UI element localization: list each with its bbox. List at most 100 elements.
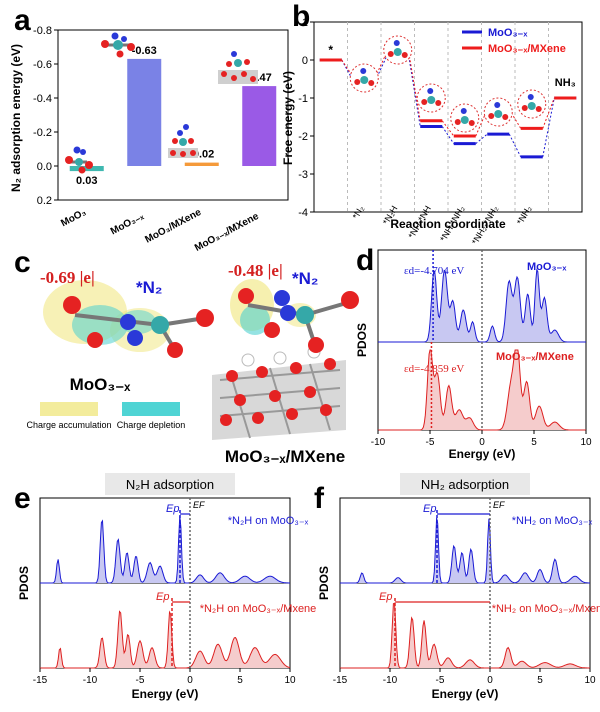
panel-d: d PDOS -10 -5 0 5 10 Energy (eV) MoO₃₋ₓ MoO₃… — [355, 244, 592, 461]
panel-a-bar — [127, 58, 162, 166]
panel-d-ylabel: PDOS — [355, 323, 369, 357]
xtick-label: -10 — [83, 675, 98, 686]
charge-label-left: -0.69 |e| — [40, 268, 95, 287]
panel-b-connector — [542, 97, 555, 129]
panel-d-label-bottom: MoO₃₋ₓ/MXene — [496, 351, 574, 363]
molecule-moo3x-mxene-icon — [218, 51, 258, 84]
dos-area — [40, 611, 290, 668]
panel-b-xlabel: Reaction coordinate — [390, 217, 506, 231]
panel-f-label-bottom: *NH₂ on MoO₃₋ₓ/Mxene — [492, 603, 600, 615]
atom-n — [393, 40, 400, 46]
xtick-label: 0 — [479, 437, 485, 448]
panel-e-title-box — [105, 473, 235, 495]
dos-curve — [340, 517, 590, 584]
panel-d-label-top: MoO₃₋ₓ — [527, 261, 567, 273]
xtick-label: -5 — [436, 675, 445, 686]
panel-f-label-top: *NH₂ on MoO₃₋ₓ — [512, 515, 593, 527]
atom-o — [354, 79, 361, 85]
panel-a-plot-frame — [57, 29, 289, 201]
panel-label-e: e — [14, 482, 31, 515]
panel-a-value-label: 0.03 — [76, 175, 97, 187]
molecule-moo3x-icon — [101, 32, 135, 58]
structure-name-right: MoO₃₋ₓ/MXene — [225, 447, 345, 466]
panel-b-ytick-label: -1 — [298, 93, 308, 105]
atom-n — [427, 88, 434, 94]
xtick-label: -10 — [371, 437, 386, 448]
panel-e-title: N₂H adsorption — [126, 477, 214, 492]
panel-e: e N₂H adsorption PDOS -15 -10 -5 0 5 10 Energ… — [14, 473, 316, 701]
panel-b-connector — [408, 52, 421, 121]
charge-label-right: -0.48 |e| — [228, 261, 283, 280]
xtick-label: 10 — [584, 675, 596, 686]
panel-label-d: d — [356, 244, 374, 277]
panel-b-ylabel: Free energy (eV) — [281, 71, 295, 165]
atom-o — [401, 52, 408, 58]
panel-b-connector — [441, 126, 455, 144]
panel-a-bar — [242, 86, 277, 166]
xtick-label: 5 — [237, 675, 243, 686]
panel-a-category-label: MoO₃₋ₓ/MXene — [193, 211, 261, 254]
panel-a-molecule-images — [65, 32, 258, 174]
ef-label-top: EF — [493, 500, 505, 510]
dos-area — [378, 350, 586, 430]
n2-label-right: *N₂ — [292, 269, 318, 288]
legend-accumulation-swatch — [40, 402, 98, 416]
panel-b-step-label: *NH₂ — [515, 204, 534, 227]
panel-e-label-top: *N₂H on MoO₃₋ₓ — [228, 515, 309, 527]
atom-o — [435, 100, 442, 106]
dos-area — [40, 515, 290, 583]
panel-f-ylabel: PDOS — [317, 566, 331, 600]
xtick-label: -15 — [333, 675, 348, 686]
panel-a-ytick-label: -0.2 — [33, 127, 52, 139]
panel-label-b: b — [292, 0, 310, 33]
charge-density-moo3x-mxene-image — [212, 279, 359, 440]
panel-b-end-label: NH₃ — [555, 77, 576, 89]
xtick-label: -5 — [136, 675, 145, 686]
xtick-label: 10 — [284, 675, 296, 686]
atom-o — [488, 113, 495, 119]
panel-e-ylabel: PDOS — [17, 566, 31, 600]
n2-label-left: *N₂ — [136, 278, 162, 297]
panel-a-category-label: MoO₃₋ₓ — [109, 211, 146, 238]
charge-density-moo3x-image — [43, 280, 214, 358]
panel-label-c: c — [14, 246, 31, 279]
panel-b-ytick-label: 1 — [302, 17, 308, 29]
panel-a-ytick-label: -0.6 — [33, 59, 52, 71]
panel-a-ytick-label: -0.4 — [33, 93, 52, 105]
atom-o — [387, 51, 394, 57]
panel-b-ytick-label: -2 — [298, 131, 308, 143]
atom-n — [360, 68, 367, 74]
intermediate-structure-icon — [416, 83, 446, 113]
ep-label-bottom: Ep — [156, 591, 169, 603]
xtick-label: 0 — [487, 675, 493, 686]
atom-n — [460, 108, 467, 114]
panel-label-f: f — [314, 482, 325, 515]
molecule-moo3-icon — [65, 146, 93, 174]
panel-b-legend: MoO₃₋ₓ MoO₃₋ₓ/MXene — [462, 27, 566, 55]
ep-label-top: Ep — [166, 503, 179, 515]
panel-d-ed-top: εd=-4.704 eV — [404, 265, 464, 277]
panel-e-xlabel: Energy (eV) — [132, 687, 199, 701]
panel-a-bars — [69, 58, 277, 172]
atom-mo — [360, 76, 369, 84]
panel-b-connector — [475, 133, 488, 144]
panel-f-markers: Ep EF Ep — [379, 500, 505, 668]
panel-b-y-axis: 1 0 -1 -2 -3 -4 — [298, 17, 314, 219]
panel-d-curves — [378, 250, 586, 431]
panel-a-ytick-label: -0.8 — [33, 25, 52, 37]
xtick-label: 10 — [580, 437, 592, 448]
intermediate-structure-icon — [383, 35, 413, 65]
panel-a-bar — [184, 162, 219, 166]
xtick-label: 0 — [187, 675, 193, 686]
panel-b-step-dividers — [347, 22, 549, 212]
atom-mo — [494, 110, 503, 118]
panel-b-intermediate-images — [349, 35, 547, 133]
panel-c: c -0.69 |e| *N₂ MoO₃₋ₓ Charge accumulati… — [14, 246, 359, 466]
panel-f-xlabel: Energy (eV) — [432, 687, 499, 701]
intermediate-structure-icon — [517, 89, 547, 119]
panel-b-start-label: * — [328, 43, 333, 57]
structure-name-left: MoO₃₋ₓ — [70, 375, 132, 394]
panel-a-bar — [69, 166, 104, 172]
panel-a-category-label: MoO₃ — [59, 207, 88, 229]
